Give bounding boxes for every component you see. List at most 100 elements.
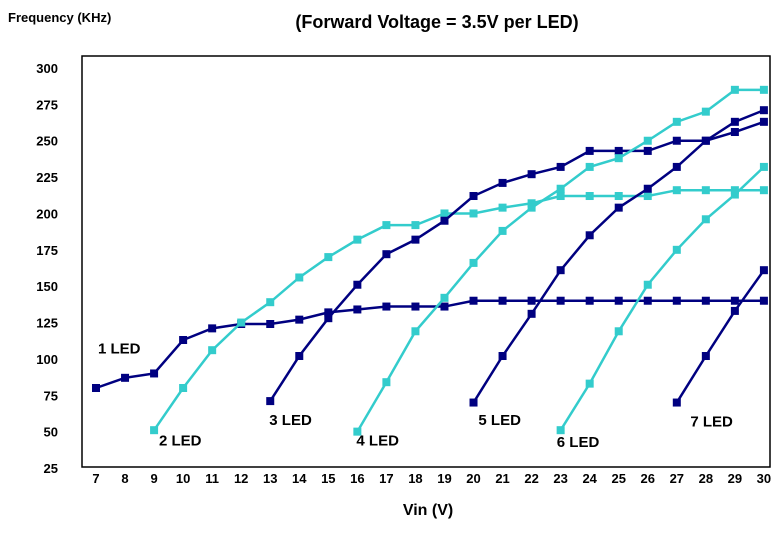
y-axis-label: Frequency (KHz) [8,10,111,25]
y-tick-label: 250 [36,134,58,149]
data-point [324,253,333,262]
data-point [353,427,362,436]
series-line-2-led [153,188,764,431]
data-point [614,154,623,163]
series-5-led [469,106,768,407]
data-point [121,373,130,382]
data-point [672,162,681,171]
data-point [614,192,623,201]
series-line-1-led [95,299,764,390]
y-tick-label: 300 [36,61,58,76]
data-point [556,426,565,435]
data-point [353,235,362,244]
data-point [295,315,304,324]
x-tick-label: 18 [408,471,422,486]
x-tick-label: 28 [699,471,713,486]
data-point [672,245,681,254]
data-point [527,170,536,179]
y-tick-label: 150 [36,279,58,294]
x-tick-label: 30 [757,471,771,486]
data-point [266,320,275,329]
data-point [440,216,449,225]
data-point [266,397,275,406]
data-point [324,308,333,317]
y-tick-label: 225 [36,170,58,185]
data-point [382,302,391,311]
x-tick-label: 11 [205,471,219,486]
x-tick-label: 14 [292,471,307,486]
y-tick-label: 100 [36,352,58,367]
x-tick-label: 17 [379,471,393,486]
data-point [150,369,159,378]
data-point [730,186,739,195]
data-point [730,128,739,137]
data-point [585,379,594,388]
data-point [527,203,536,212]
y-tick-label: 75 [44,388,58,403]
data-point [643,296,652,305]
data-point [440,209,449,218]
data-point [208,346,217,355]
data-point [266,298,275,307]
data-point [469,398,478,407]
data-point [701,215,710,224]
x-tick-label: 24 [582,471,597,486]
series-4-led [353,85,768,436]
data-point [353,280,362,289]
data-point [469,192,478,201]
x-tick-label: 23 [553,471,567,486]
data-point [672,136,681,145]
data-point [440,302,449,311]
data-point [527,296,536,305]
data-point [353,305,362,314]
x-tick-label: 16 [350,471,364,486]
data-point [498,226,507,235]
data-point [179,384,188,393]
data-point [643,192,652,201]
data-point [527,309,536,318]
data-point [208,324,217,333]
data-point [498,178,507,187]
series-line-3-led [269,120,765,402]
data-point [585,192,594,201]
data-point [672,398,681,407]
data-point [92,384,100,393]
y-tick-label: 175 [36,243,58,258]
series-annotation: 6 LED [557,434,600,451]
data-point [556,192,565,201]
data-point [382,250,391,259]
data-point [411,235,420,244]
data-point [759,266,768,275]
data-point [701,186,710,195]
data-point [730,296,739,305]
x-tick-label: 8 [121,471,128,486]
data-point [759,296,768,305]
chart-title: (Forward Voltage = 3.5V per LED) [295,12,578,32]
data-point [295,273,304,282]
data-point [382,221,391,230]
x-tick-label: 10 [176,471,190,486]
plot-area-frame [81,55,771,468]
y-tick-label: 200 [36,206,58,221]
data-point [469,296,478,305]
data-point [469,258,478,267]
data-point [411,327,420,336]
x-tick-label: 12 [234,471,248,486]
series-3-led [266,117,768,406]
series-7-led [672,266,768,407]
data-point [759,85,768,94]
data-point [498,203,507,212]
series-annotation: 1 LED [98,341,141,358]
data-point [701,296,710,305]
data-point [643,146,652,155]
data-point [469,209,478,218]
data-point [237,318,246,327]
data-point [440,293,449,302]
data-point [759,162,768,171]
y-tick-label: 50 [44,425,58,440]
data-point [324,314,333,323]
series-6-led [556,162,768,435]
x-tick-label: 26 [641,471,655,486]
data-point [643,280,652,289]
